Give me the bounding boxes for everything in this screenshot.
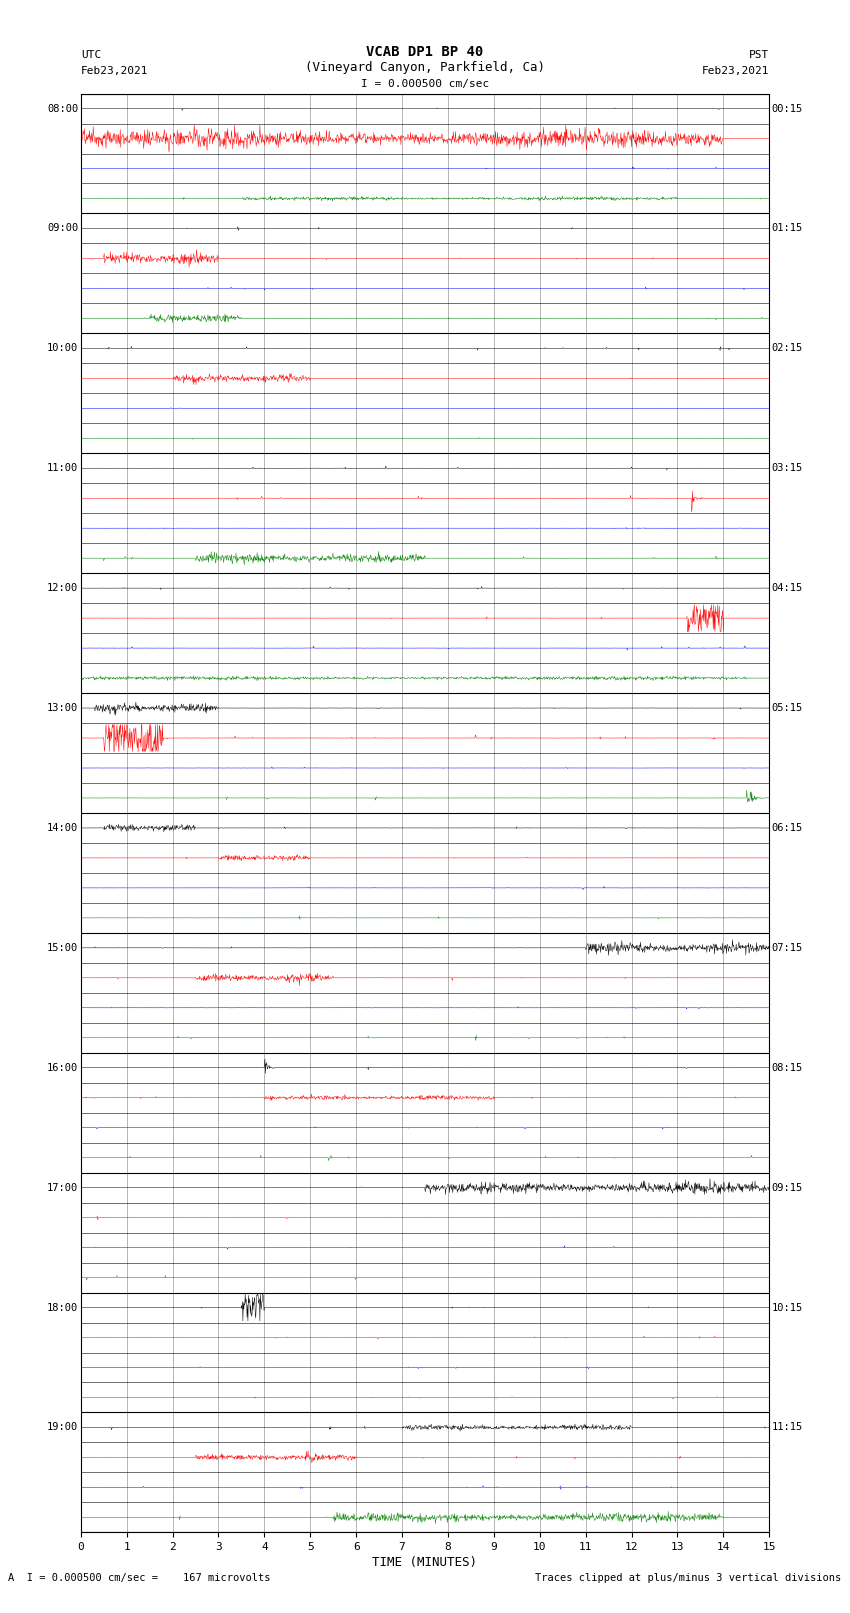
Text: 08:15: 08:15 — [772, 1063, 803, 1073]
Text: 17:00: 17:00 — [47, 1182, 78, 1192]
X-axis label: TIME (MINUTES): TIME (MINUTES) — [372, 1557, 478, 1569]
Text: 12:00: 12:00 — [47, 584, 78, 594]
Text: 02:15: 02:15 — [772, 344, 803, 353]
Text: I = 0.000500 cm/sec: I = 0.000500 cm/sec — [361, 79, 489, 89]
Text: 15:00: 15:00 — [47, 944, 78, 953]
Text: 10:00: 10:00 — [47, 344, 78, 353]
Text: 14:00: 14:00 — [47, 823, 78, 832]
Text: Feb23,2021: Feb23,2021 — [702, 66, 769, 76]
Text: 06:15: 06:15 — [772, 823, 803, 832]
Text: 18:00: 18:00 — [47, 1303, 78, 1313]
Text: 04:15: 04:15 — [772, 584, 803, 594]
Text: 16:00: 16:00 — [47, 1063, 78, 1073]
Text: 11:00: 11:00 — [47, 463, 78, 473]
Text: Feb23,2021: Feb23,2021 — [81, 66, 148, 76]
Text: 13:00: 13:00 — [47, 703, 78, 713]
Text: Traces clipped at plus/minus 3 vertical divisions: Traces clipped at plus/minus 3 vertical … — [536, 1573, 842, 1582]
Text: 09:00: 09:00 — [47, 224, 78, 234]
Text: 01:15: 01:15 — [772, 224, 803, 234]
Text: A  I = 0.000500 cm/sec =    167 microvolts: A I = 0.000500 cm/sec = 167 microvolts — [8, 1573, 271, 1582]
Text: UTC: UTC — [81, 50, 101, 60]
Text: VCAB DP1 BP 40: VCAB DP1 BP 40 — [366, 45, 484, 58]
Text: 10:15: 10:15 — [772, 1303, 803, 1313]
Text: 07:15: 07:15 — [772, 944, 803, 953]
Text: PST: PST — [749, 50, 769, 60]
Text: 19:00: 19:00 — [47, 1423, 78, 1432]
Text: 09:15: 09:15 — [772, 1182, 803, 1192]
Text: 05:15: 05:15 — [772, 703, 803, 713]
Text: 08:00: 08:00 — [47, 103, 78, 113]
Text: 11:15: 11:15 — [772, 1423, 803, 1432]
Text: 00:15: 00:15 — [772, 103, 803, 113]
Text: 03:15: 03:15 — [772, 463, 803, 473]
Text: (Vineyard Canyon, Parkfield, Ca): (Vineyard Canyon, Parkfield, Ca) — [305, 61, 545, 74]
